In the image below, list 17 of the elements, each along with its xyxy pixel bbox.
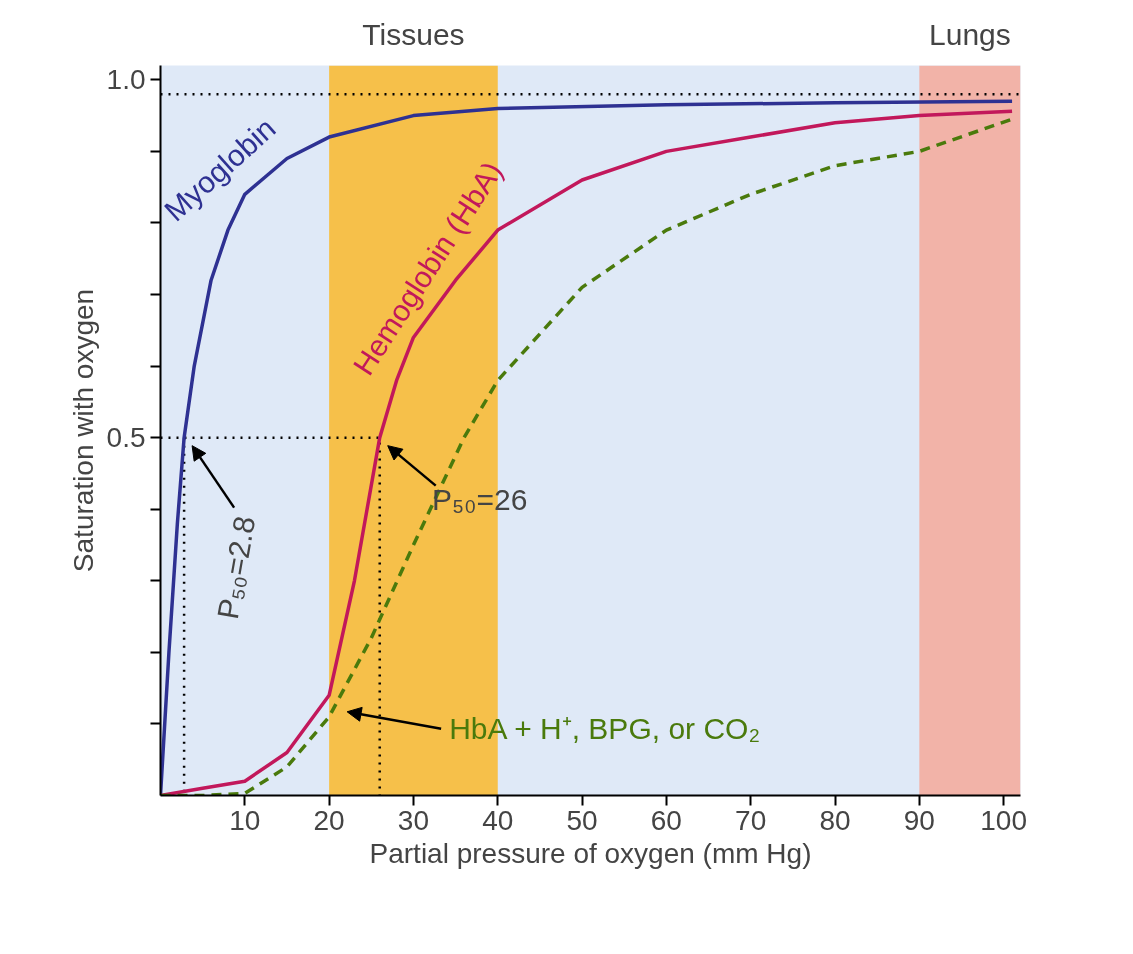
annotation: P₅₀=2.8: [210, 513, 262, 622]
x-tick-label: 50: [566, 804, 598, 836]
y-tick-label: 1.0: [106, 64, 146, 96]
x-tick-label: 90: [903, 804, 935, 836]
x-tick-label: 60: [650, 804, 682, 836]
x-tick-label: 100: [980, 804, 1027, 836]
y-tick-label: 0.5: [106, 422, 146, 454]
band-label: Tissues: [362, 17, 465, 51]
x-tick-label: 10: [229, 804, 261, 836]
y-axis-title: Saturation with oxygen: [67, 288, 99, 573]
x-tick-label: 30: [397, 804, 430, 836]
band-label: Lungs: [929, 17, 1011, 51]
x-tick-label: 20: [313, 804, 345, 836]
x-tick-label: 70: [735, 804, 767, 836]
x-axis-title: Partial pressure of oxygen (mm Hg): [369, 837, 812, 869]
x-tick-label: 40: [482, 804, 514, 836]
x-tick-label: 80: [819, 804, 851, 836]
